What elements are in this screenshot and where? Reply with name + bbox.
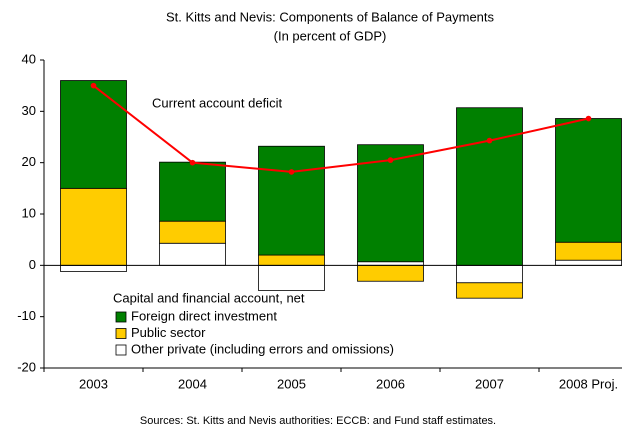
legend-swatch — [115, 344, 127, 356]
bar-segment — [258, 264, 325, 291]
bar-segment — [357, 261, 424, 266]
chart-subtitle: (In percent of GDP) — [274, 28, 387, 43]
bar-segment — [60, 187, 127, 266]
y-tick-label: 30 — [22, 103, 36, 118]
source-note: Sources: St. Kitts and Nevis authorities… — [140, 415, 496, 427]
x-tick-label: 2007 — [475, 376, 504, 391]
y-tick-label: -20 — [17, 359, 36, 374]
line-point — [189, 159, 196, 166]
bar-segment — [159, 161, 226, 222]
bar-segment — [456, 264, 523, 284]
bar-segment — [60, 264, 127, 272]
y-tick-label: 0 — [29, 257, 36, 272]
bar-segment — [159, 220, 226, 244]
bar-segment — [456, 282, 523, 299]
line-annotation: Current account deficit — [152, 95, 282, 110]
legend-swatch — [115, 328, 127, 339]
y-tick-label: -10 — [17, 308, 36, 323]
line-point — [585, 115, 592, 122]
bar-segment — [456, 107, 523, 266]
line-point — [486, 137, 493, 144]
bar-segment — [258, 145, 325, 256]
y-tick-label: 10 — [22, 205, 36, 220]
chart-title: St. Kitts and Nevis: Components of Balan… — [166, 9, 495, 24]
bar-segment — [555, 259, 622, 266]
bar-segment — [60, 80, 127, 189]
x-tick-label: 2004 — [178, 376, 207, 391]
x-tick-label: 2005 — [277, 376, 306, 391]
line-point — [288, 169, 295, 175]
line-point — [90, 82, 97, 89]
bar-segment — [357, 264, 424, 282]
bar-segment — [159, 242, 226, 266]
y-tick-label: 40 — [22, 51, 36, 66]
y-tick-label: 20 — [22, 154, 36, 169]
line-point — [387, 157, 394, 163]
x-tick-label: 2006 — [376, 376, 405, 391]
legend-title: Capital and financial account, net — [113, 290, 305, 305]
legend-label: Foreign direct investment — [131, 308, 277, 323]
bar-segment — [555, 241, 622, 261]
legend-label: Public sector — [131, 325, 206, 340]
x-tick-label: 2003 — [79, 376, 108, 391]
line-series — [92, 84, 589, 173]
legend-label: Other private (including errors and omis… — [131, 341, 394, 356]
bar-segment — [357, 144, 424, 263]
bar-segment — [555, 118, 622, 243]
legend-swatch — [115, 311, 127, 323]
bar-segment — [258, 254, 325, 266]
x-tick-label: 2008 Proj. — [559, 376, 618, 391]
